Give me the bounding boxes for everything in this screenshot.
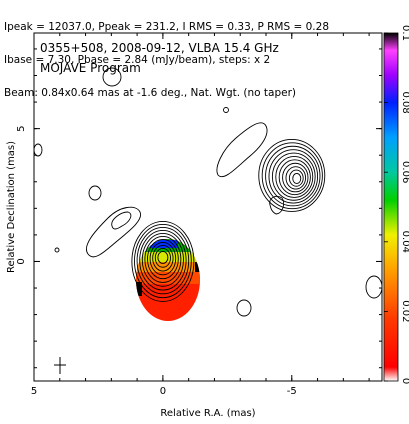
contour-layer (34, 67, 382, 321)
east-contour (278, 159, 311, 196)
east-contour (292, 173, 302, 184)
beam-marker (54, 357, 66, 374)
east-contour (261, 142, 323, 210)
east-contour (268, 149, 319, 204)
y-tick-label: 5 (16, 125, 27, 131)
y-ticks (34, 48, 382, 369)
noise-contour (34, 143, 43, 157)
noise-contours (34, 67, 382, 317)
core-contour (141, 233, 184, 287)
east-contours (258, 139, 326, 212)
y-tick-labels: 05 (16, 125, 27, 264)
core-contour (131, 221, 195, 302)
core-contour (134, 224, 192, 299)
header-line-1: Ipeak = 12037.0, Ppeak = 231.2, I RMS = … (4, 22, 330, 33)
east-contour (288, 169, 304, 187)
plot-frame (33, 32, 383, 382)
core-contour (136, 227, 190, 295)
colorbar-tick-label: 0 (400, 378, 409, 384)
core-contour (147, 239, 179, 280)
noise-contour (86, 206, 142, 258)
colorbar-tick-label: 0.06 (400, 161, 409, 183)
core-contour (154, 248, 171, 268)
east-contour (271, 152, 316, 201)
y-tick-label: 0 (16, 258, 27, 264)
east-contour (265, 145, 321, 207)
noise-contour (102, 67, 122, 87)
core-contour (152, 245, 174, 272)
y-axis-label: Relative Declination (mas) (6, 141, 17, 273)
core-contour (139, 230, 187, 291)
header-line-3: Beam: 0.84x0.64 mas at -1.6 deg., Nat. W… (4, 88, 297, 99)
noise-contour (111, 211, 132, 230)
x-tick-label: 5 (31, 386, 37, 397)
noise-contour (54, 247, 60, 253)
core-contours (131, 221, 195, 302)
noise-contour (88, 185, 102, 201)
colorbar-tick-label: 0.02 (400, 300, 409, 322)
core-contour (157, 251, 169, 264)
colorbar (383, 32, 399, 382)
colorbar-ticks: 0 0.02 0.04 0.06 0.08 0.1 (384, 25, 409, 384)
core-contour (144, 236, 182, 283)
core-contour (149, 242, 177, 276)
x-tick-label: 0 (160, 386, 166, 397)
noise-contour (223, 107, 229, 113)
colorbar-tick-label: 0.1 (400, 25, 409, 41)
x-tick-label: -5 (287, 386, 297, 397)
east-contour (285, 166, 307, 190)
x-axis-label: Relative R.A. (mas) (160, 408, 255, 419)
colorbar-tick-label: 0.08 (400, 91, 409, 113)
east-contour (282, 162, 309, 193)
noise-contour (269, 195, 285, 215)
east-contour (258, 139, 326, 212)
noise-contour (216, 122, 268, 178)
plot-subtitle: MOJAVE Program (40, 61, 141, 75)
colorbar-tick-label: 0.04 (400, 231, 409, 253)
header: Ipeak = 12037.0, Ppeak = 231.2, I RMS = … (4, 0, 404, 110)
x-ticks (33, 33, 370, 381)
x-tick-labels: 5 0 -5 (31, 386, 297, 397)
noise-contour (236, 299, 252, 317)
plot-title: 0355+508, 2008-09-12, VLBA 15.4 GHz (40, 41, 279, 55)
header-line-2: Ibase = 7.30, Pbase = 2.84 (mJy/beam), s… (4, 55, 271, 66)
noise-contour (365, 275, 382, 299)
east-contour (275, 156, 314, 198)
